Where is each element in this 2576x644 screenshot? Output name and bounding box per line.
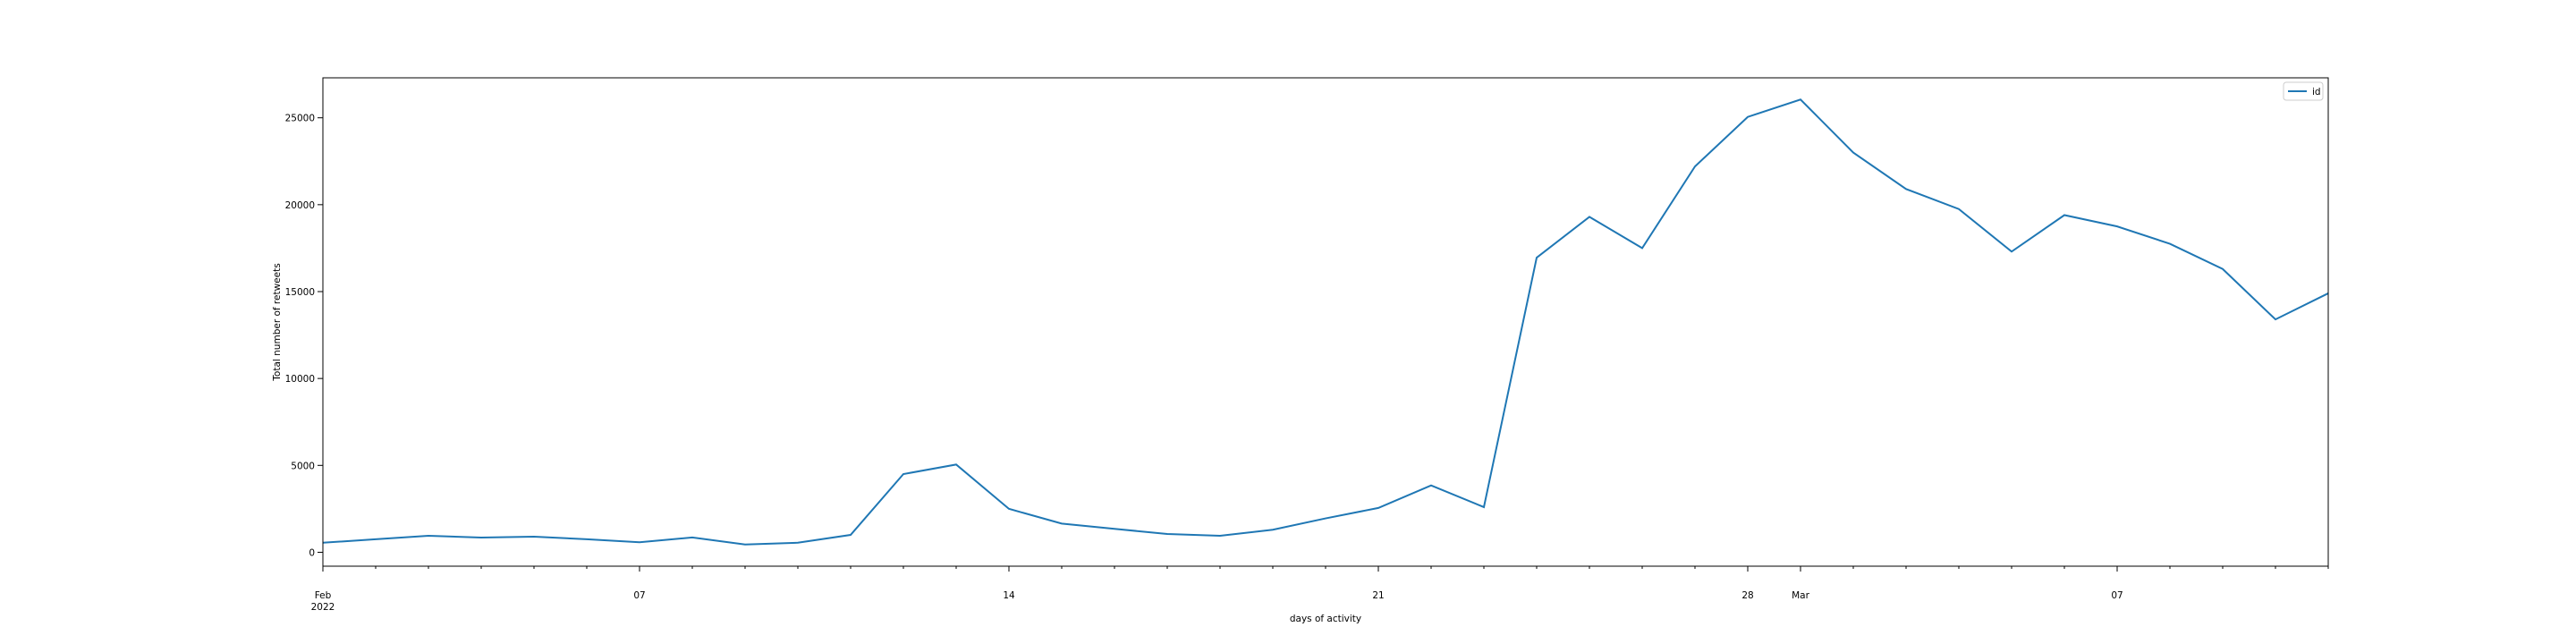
x-tick-label: 07	[2111, 590, 2123, 601]
plot-frame	[322, 77, 2329, 567]
series-line-id	[322, 98, 2329, 546]
y-tick-label: 0	[309, 547, 315, 558]
y-tick-label: 5000	[291, 461, 315, 471]
y-tick-label: 25000	[285, 114, 315, 124]
x-axis-label: days of activity	[1290, 614, 1361, 624]
y-tick-label: 10000	[285, 374, 315, 385]
y-tick-label: 15000	[285, 287, 315, 298]
x-tick-label: 07	[633, 590, 645, 601]
y-tick-label: 20000	[285, 200, 315, 211]
legend: id	[2283, 81, 2324, 101]
legend-label-id: id	[2312, 87, 2321, 97]
x-tick-label: 28	[1741, 590, 1753, 601]
y-axis-label: Total number of retweets	[272, 263, 283, 381]
x-tick-label: 14	[1003, 590, 1015, 601]
x-tick-label: Mar	[1792, 590, 1809, 601]
x-tick-sublabel: 2022	[311, 602, 335, 613]
x-tick-label: 21	[1372, 590, 1384, 601]
x-tick-label: Feb	[315, 590, 332, 601]
